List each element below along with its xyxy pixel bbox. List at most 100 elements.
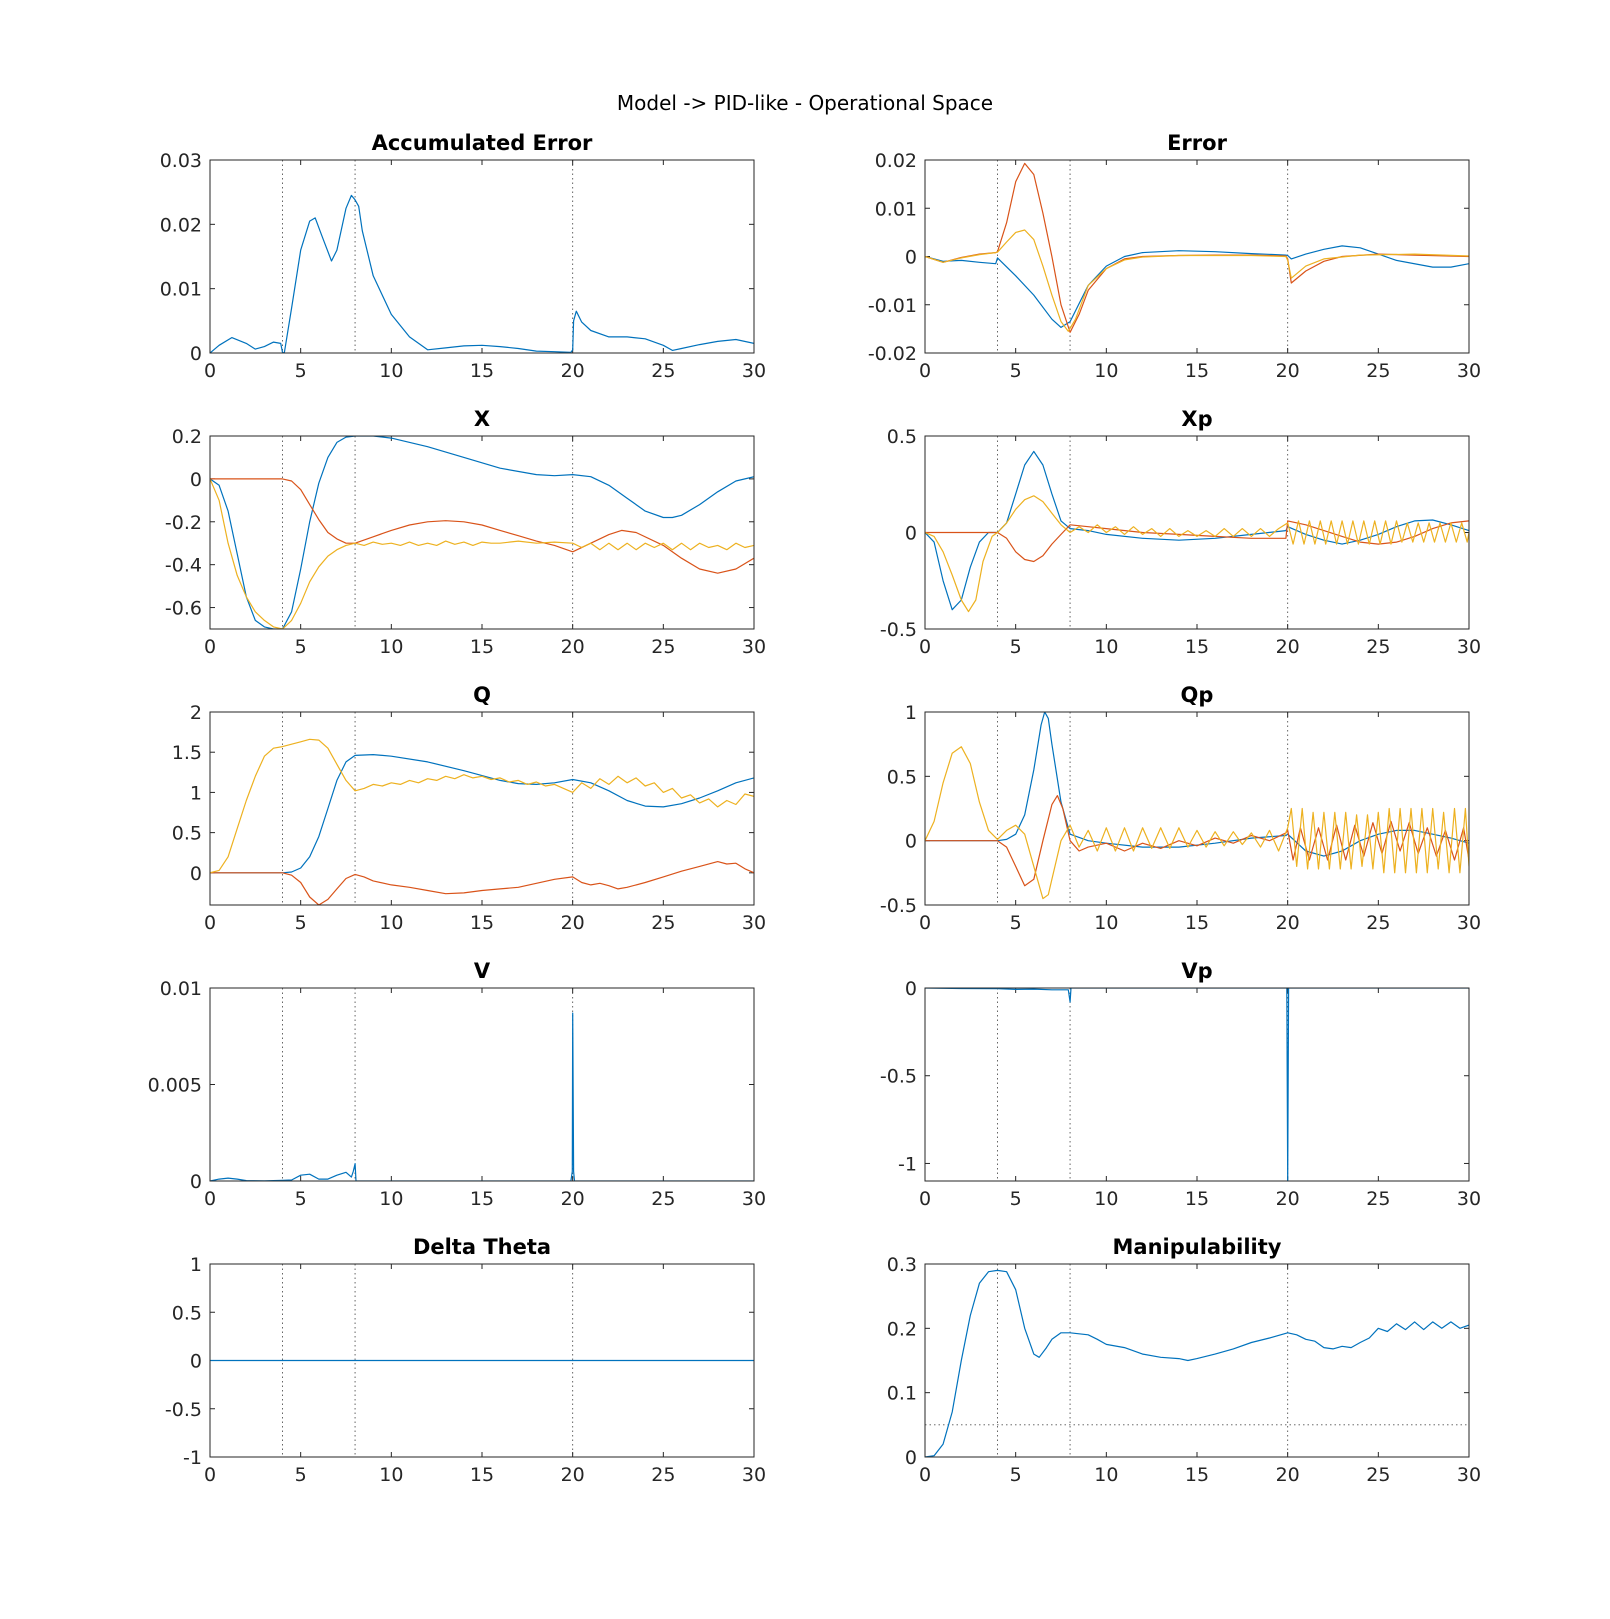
x-tick-label: 0 bbox=[204, 636, 216, 658]
subplot-title: Error bbox=[1167, 131, 1227, 155]
series-line-2 bbox=[925, 795, 1469, 887]
plot-area bbox=[209, 435, 755, 630]
subplot-title: X bbox=[474, 407, 490, 431]
y-tick-label: -0.5 bbox=[880, 1066, 917, 1088]
y-tick-label: -0.2 bbox=[165, 512, 202, 534]
plot-area bbox=[924, 711, 1470, 906]
y-tick-label: 0.5 bbox=[172, 823, 202, 845]
y-tick-label: 0.02 bbox=[160, 214, 202, 236]
y-tick-label: -0.5 bbox=[165, 1399, 202, 1421]
x-tick-label: 10 bbox=[379, 912, 403, 934]
x-tick-label: 10 bbox=[379, 1464, 403, 1486]
x-tick-label: 0 bbox=[919, 912, 931, 934]
y-tick-label: 1 bbox=[905, 702, 917, 724]
x-tick-label: 5 bbox=[1010, 636, 1022, 658]
y-tick-label: 0.005 bbox=[148, 1075, 202, 1097]
x-tick-label: 10 bbox=[379, 360, 403, 382]
y-tick-label: 1.5 bbox=[172, 742, 202, 764]
x-tick-label: 20 bbox=[561, 912, 585, 934]
series-line-1 bbox=[210, 1012, 754, 1181]
x-tick-label: 25 bbox=[651, 1464, 675, 1486]
x-tick-label: 5 bbox=[1010, 1188, 1022, 1210]
plot-frame bbox=[924, 711, 1470, 906]
x-tick-label: 15 bbox=[470, 360, 494, 382]
y-tick-label: 0 bbox=[190, 343, 202, 365]
x-tick-label: 20 bbox=[561, 636, 585, 658]
x-tick-label: 10 bbox=[1094, 1464, 1118, 1486]
y-tick-label: 1 bbox=[190, 782, 202, 804]
x-tick-label: 30 bbox=[1457, 1188, 1481, 1210]
x-tick-label: 15 bbox=[1185, 636, 1209, 658]
y-tick-label: -1 bbox=[183, 1447, 202, 1469]
x-tick-label: 5 bbox=[295, 912, 307, 934]
y-tick-label: 0 bbox=[190, 469, 202, 491]
x-tick-label: 30 bbox=[1457, 1464, 1481, 1486]
y-tick-label: 0 bbox=[905, 1447, 917, 1469]
series-line-1 bbox=[925, 712, 1469, 857]
plot-area bbox=[209, 159, 755, 354]
y-tick-label: -1 bbox=[898, 1153, 917, 1175]
x-tick-label: 0 bbox=[919, 1464, 931, 1486]
subplot-error: Error 0 5 10 15 20 25 30 -0.02 -0.01 0 0.01 0.02 bbox=[868, 131, 1481, 382]
x-tick-label: 25 bbox=[1366, 360, 1390, 382]
x-tick-label: 0 bbox=[919, 360, 931, 382]
plot-frame bbox=[209, 435, 755, 630]
y-tick-label: 0 bbox=[905, 247, 917, 269]
x-tick-label: 30 bbox=[1457, 912, 1481, 934]
y-tick-label: 0 bbox=[905, 523, 917, 545]
x-tick-label: 30 bbox=[742, 1188, 766, 1210]
plot-area bbox=[924, 987, 1470, 1182]
subplot-title: Manipulability bbox=[1113, 1235, 1282, 1259]
subplot-title: Qp bbox=[1181, 683, 1214, 707]
x-tick-label: 20 bbox=[561, 1464, 585, 1486]
subplot-delta-theta: Delta Theta 0 5 10 15 20 25 30 -1 -0.5 0 0.5 1 bbox=[165, 1235, 766, 1486]
series-line-1 bbox=[210, 194, 754, 353]
x-tick-label: 10 bbox=[379, 636, 403, 658]
subplot-title: Vp bbox=[1181, 959, 1212, 983]
x-tick-label: 15 bbox=[1185, 1188, 1209, 1210]
plot-area bbox=[209, 711, 755, 906]
subplot-title: Q bbox=[473, 683, 491, 707]
y-tick-label: 0.02 bbox=[875, 150, 917, 172]
x-tick-label: 20 bbox=[561, 360, 585, 382]
subplot-title: Delta Theta bbox=[413, 1235, 551, 1259]
y-tick-label: -0.5 bbox=[880, 895, 917, 917]
y-tick-label: 0 bbox=[190, 1171, 202, 1193]
series-line-1 bbox=[925, 988, 1469, 1181]
x-tick-label: 5 bbox=[295, 1464, 307, 1486]
y-tick-label: 2 bbox=[190, 702, 202, 724]
x-tick-label: 15 bbox=[1185, 360, 1209, 382]
y-tick-label: 0.2 bbox=[172, 426, 202, 448]
x-tick-label: 25 bbox=[651, 1188, 675, 1210]
x-tick-label: 15 bbox=[470, 636, 494, 658]
y-tick-label: 0 bbox=[905, 978, 917, 1000]
x-tick-label: 30 bbox=[742, 912, 766, 934]
x-tick-label: 30 bbox=[742, 1464, 766, 1486]
x-tick-label: 20 bbox=[1276, 636, 1300, 658]
plot-area bbox=[924, 435, 1470, 630]
series-line-1 bbox=[210, 754, 754, 874]
y-tick-label: 0.5 bbox=[887, 766, 917, 788]
x-tick-label: 25 bbox=[1366, 1188, 1390, 1210]
y-tick-label: 0.01 bbox=[875, 198, 917, 220]
y-tick-label: 0.01 bbox=[160, 978, 202, 1000]
plot-frame bbox=[924, 987, 1470, 1182]
plot-frame bbox=[209, 1263, 755, 1458]
x-tick-label: 20 bbox=[1276, 1464, 1300, 1486]
x-tick-label: 25 bbox=[1366, 1464, 1390, 1486]
series-line-3 bbox=[925, 746, 1469, 900]
x-tick-label: 30 bbox=[742, 360, 766, 382]
x-tick-label: 10 bbox=[1094, 912, 1118, 934]
y-tick-label: 0.01 bbox=[160, 279, 202, 301]
y-tick-label: 0.3 bbox=[887, 1254, 917, 1276]
x-tick-label: 15 bbox=[470, 1464, 494, 1486]
subplot-vp: Vp 0 5 10 15 20 25 30 -1 -0.5 0 bbox=[880, 959, 1481, 1210]
x-tick-label: 25 bbox=[1366, 912, 1390, 934]
x-tick-label: 0 bbox=[919, 1188, 931, 1210]
x-tick-label: 5 bbox=[1010, 1464, 1022, 1486]
x-tick-label: 25 bbox=[1366, 636, 1390, 658]
x-tick-label: 30 bbox=[1457, 636, 1481, 658]
x-tick-label: 0 bbox=[204, 360, 216, 382]
